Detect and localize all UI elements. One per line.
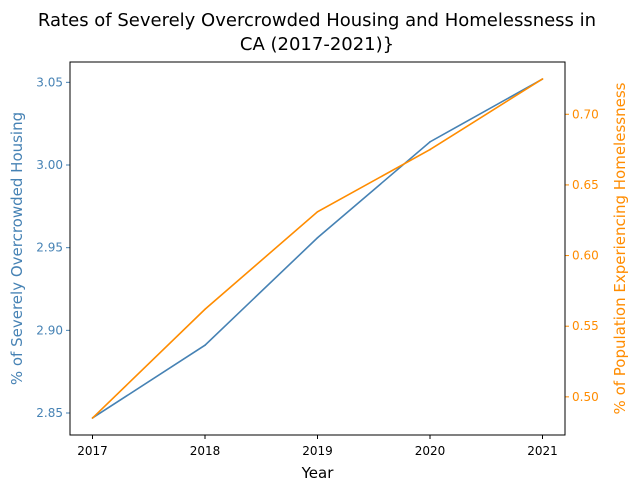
x-tick-label: 2017	[77, 444, 108, 458]
y-left-tick-label: 3.00	[36, 158, 63, 172]
chart-title-line-1: Rates of Severely Overcrowded Housing an…	[38, 10, 596, 31]
series-point-left-2	[316, 236, 319, 239]
series-point-right-2	[316, 210, 319, 213]
y-right-tick-label: 0.55	[572, 319, 599, 333]
x-axis-label: Year	[301, 464, 335, 482]
series-point-right-3	[429, 148, 431, 151]
plot-lines	[91, 78, 544, 419]
y-right-tick-label: 0.65	[572, 178, 599, 192]
y-right-axis-label: % of Population Experiencing Homelessnes…	[611, 82, 629, 414]
x-tick-label: 2020	[415, 444, 446, 458]
series-point-right-0	[91, 417, 94, 419]
series-point-right-4	[541, 78, 544, 80]
y-left-tick-label: 2.85	[36, 406, 63, 420]
y-left-tick-label: 2.90	[36, 323, 63, 337]
y-right-ticks: 0.50 0.55 0.60 0.65 0.70	[565, 107, 599, 404]
y-left-axis-label: % of Severely Overcrowded Housing	[8, 112, 26, 385]
y-left-tick-label: 3.05	[36, 75, 63, 89]
y-left-tick-label: 2.95	[36, 241, 63, 255]
x-tick-label: 2019	[302, 444, 333, 458]
x-tick-label: 2021	[527, 444, 558, 458]
chart-title-line-2: CA (2017-2021)}	[240, 34, 394, 55]
series-line-left	[92, 78, 543, 419]
plot-frame	[69, 61, 566, 436]
y-right-tick-label: 0.70	[572, 107, 599, 121]
y-left-ticks: 2.85 2.90 2.95 3.00 3.05	[36, 75, 70, 420]
series-point-left-1	[204, 344, 206, 347]
chart-title: Rates of Severely Overcrowded Housing an…	[38, 10, 596, 55]
x-ticks: 2017 2018 2019 2020 2021	[77, 435, 558, 458]
y-right-tick-label: 0.50	[572, 390, 599, 404]
x-tick-label: 2018	[190, 444, 221, 458]
y-right-tick-label: 0.60	[572, 249, 599, 263]
series-point-right-1	[204, 308, 206, 311]
series-line-right	[91, 78, 543, 419]
series-point-left-3	[429, 141, 431, 143]
